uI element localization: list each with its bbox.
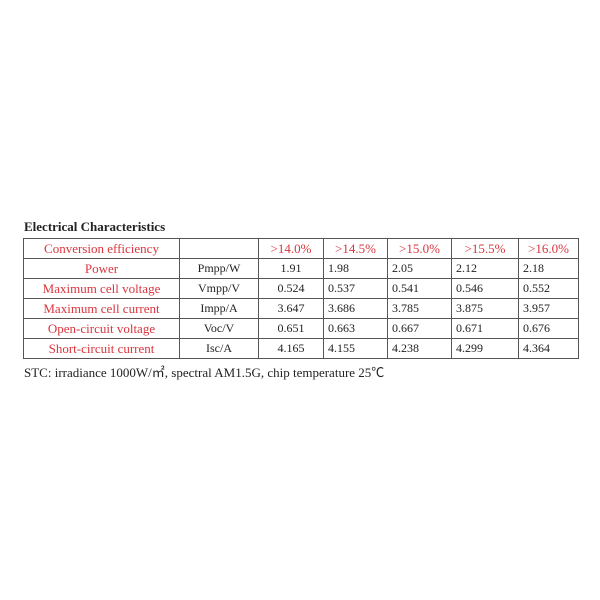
table-row: Maximum cell voltage Vmpp/V 0.524 0.537 0.54… — [23, 278, 579, 299]
value-cell: 4.364 — [518, 338, 579, 359]
unit-cell: Impp/A — [179, 298, 259, 319]
table-row: Power Pmpp/W 1.91 1.98 2.05 2.12 2.18 — [23, 258, 579, 279]
row-label: Open-circuit voltage — [23, 318, 180, 339]
stc-footnote: STC: irradiance 1000W/㎡, spectral AM1.5G… — [24, 365, 385, 380]
value-cell: 0.651 — [258, 318, 324, 339]
value-cell: 2.12 — [451, 258, 519, 279]
row-label: Power — [23, 258, 180, 279]
table-row: Maximum cell current Impp/A 3.647 3.686 3.78… — [23, 298, 579, 319]
value-cell: 1.98 — [323, 258, 388, 279]
value-cell: >14.5% — [323, 238, 388, 259]
value-cell: 0.524 — [258, 278, 324, 299]
header-row: Conversion efficiency >14.0% >14.5% >15.0% >… — [23, 238, 579, 259]
value-cell: 0.552 — [518, 278, 579, 299]
value-cell: 0.541 — [387, 278, 452, 299]
row-label: Short-circuit current — [23, 338, 180, 359]
unit-cell: Vmpp/V — [179, 278, 259, 299]
unit-cell — [179, 238, 259, 259]
value-cell: 0.671 — [451, 318, 519, 339]
value-cell: 3.875 — [451, 298, 519, 319]
value-cell: 0.546 — [451, 278, 519, 299]
value-cell: 0.667 — [387, 318, 452, 339]
unit-cell: Voc/V — [179, 318, 259, 339]
value-cell: 0.676 — [518, 318, 579, 339]
value-cell: >16.0% — [518, 238, 579, 259]
unit-cell: Pmpp/W — [179, 258, 259, 279]
value-cell: 3.957 — [518, 298, 579, 319]
value-cell: >15.5% — [451, 238, 519, 259]
table-title: Electrical Characteristics — [24, 219, 166, 234]
value-cell: 0.537 — [323, 278, 388, 299]
table-row: Open-circuit voltage Voc/V 0.651 0.663 0.667… — [23, 318, 579, 339]
value-cell: 3.647 — [258, 298, 324, 319]
value-cell: 4.299 — [451, 338, 519, 359]
table-row: Short-circuit current Isc/A 4.165 4.155 4.23… — [23, 338, 579, 359]
value-cell: >15.0% — [387, 238, 452, 259]
value-cell: >14.0% — [258, 238, 324, 259]
row-label: Conversion efficiency — [23, 238, 180, 259]
value-cell: 2.05 — [387, 258, 452, 279]
unit-cell: Isc/A — [179, 338, 259, 359]
row-label: Maximum cell voltage — [23, 278, 180, 299]
row-label: Maximum cell current — [23, 298, 180, 319]
value-cell: 2.18 — [518, 258, 579, 279]
value-cell: 0.663 — [323, 318, 388, 339]
value-cell: 3.785 — [387, 298, 452, 319]
value-cell: 4.165 — [258, 338, 324, 359]
value-cell: 3.686 — [323, 298, 388, 319]
value-cell: 1.91 — [258, 258, 324, 279]
value-cell: 4.238 — [387, 338, 452, 359]
electrical-characteristics-table: Conversion efficiency >14.0% >14.5% >15.0% >… — [23, 238, 579, 359]
value-cell: 4.155 — [323, 338, 388, 359]
